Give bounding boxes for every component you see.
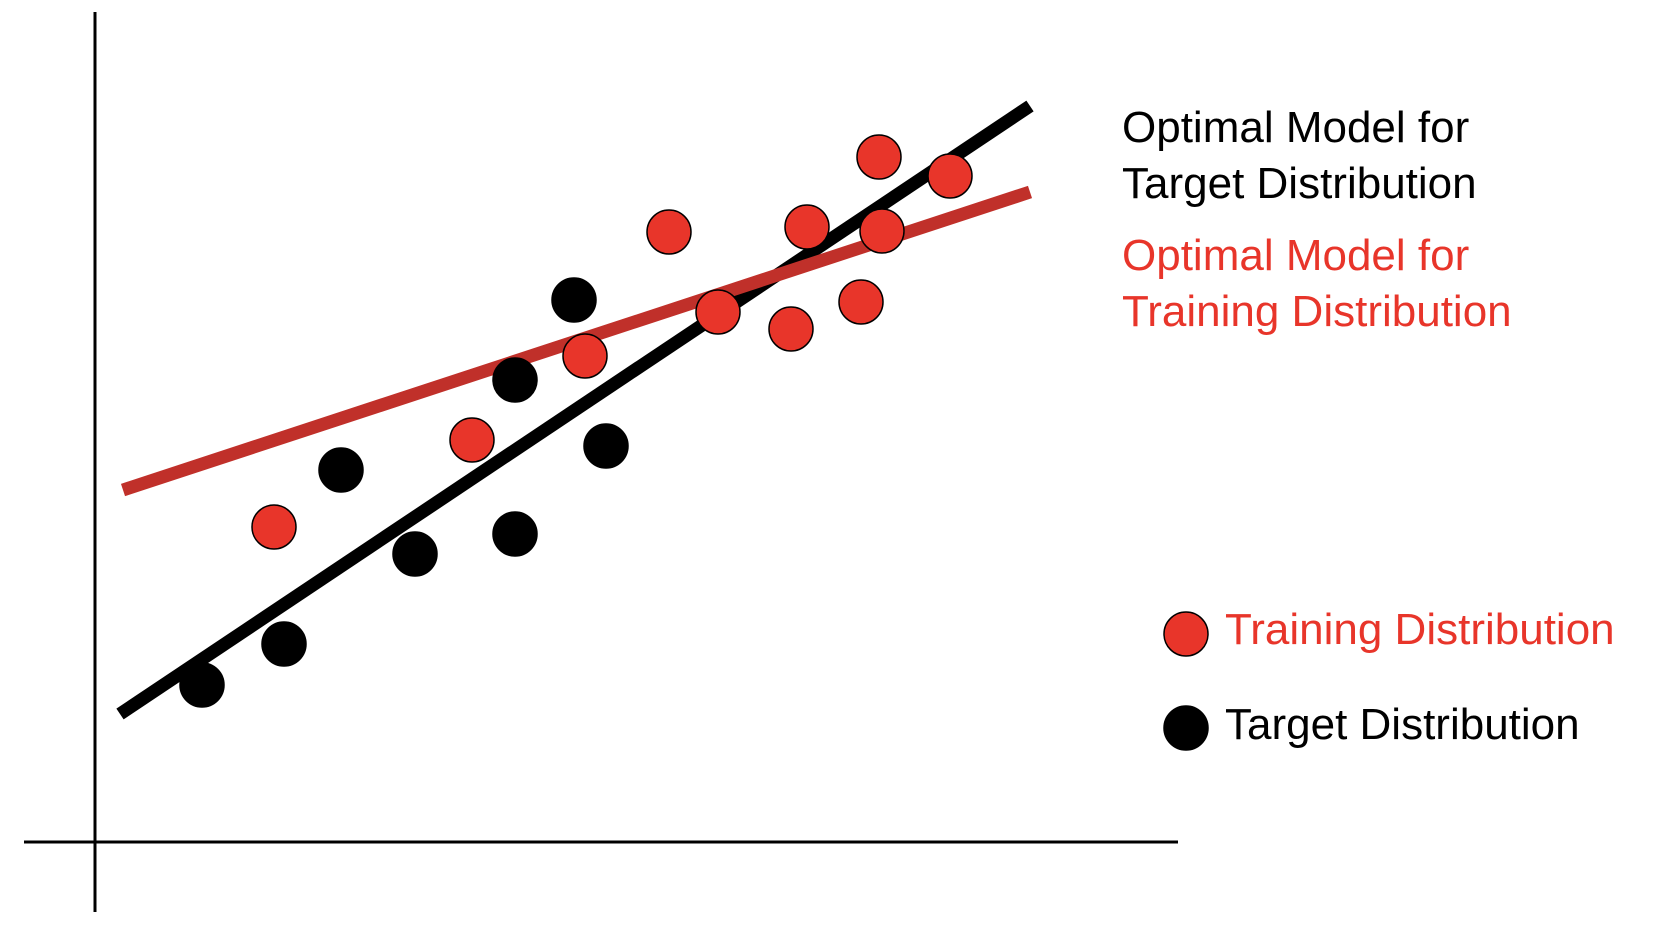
- target-point: [492, 357, 538, 403]
- training-model-label-line1: Optimal Model for: [1122, 231, 1470, 280]
- training-point: [251, 504, 297, 550]
- legend-marker-target: [1163, 705, 1209, 751]
- target-fit-line: [116, 100, 1034, 720]
- training-point: [768, 306, 814, 352]
- training-point: [856, 134, 902, 180]
- training-model-label-line2: Training Distribution: [1122, 287, 1512, 336]
- legend-label-training: Training Distribution: [1225, 605, 1615, 654]
- target-point: [261, 621, 307, 667]
- data-points: [179, 134, 973, 708]
- target-point: [492, 511, 538, 557]
- target-point: [179, 662, 225, 708]
- target-model-label-line2: Target Distribution: [1122, 159, 1477, 208]
- training-point: [838, 279, 884, 325]
- training-point: [784, 204, 830, 250]
- legend-marker-training: [1163, 611, 1209, 657]
- training-point: [927, 153, 973, 199]
- training-point: [859, 208, 905, 254]
- target-model-label-line1: Optimal Model for: [1122, 103, 1470, 152]
- target-point: [583, 423, 629, 469]
- training-point: [695, 289, 741, 335]
- target-point: [392, 531, 438, 577]
- training-point: [646, 209, 692, 255]
- training-point: [562, 333, 608, 379]
- legend-label-target: Target Distribution: [1225, 700, 1580, 749]
- axes: [24, 12, 1178, 912]
- legend-markers: [1163, 611, 1209, 751]
- target-point: [551, 277, 597, 323]
- training-point: [449, 417, 495, 463]
- fit-lines: [116, 100, 1034, 720]
- target-point: [318, 447, 364, 493]
